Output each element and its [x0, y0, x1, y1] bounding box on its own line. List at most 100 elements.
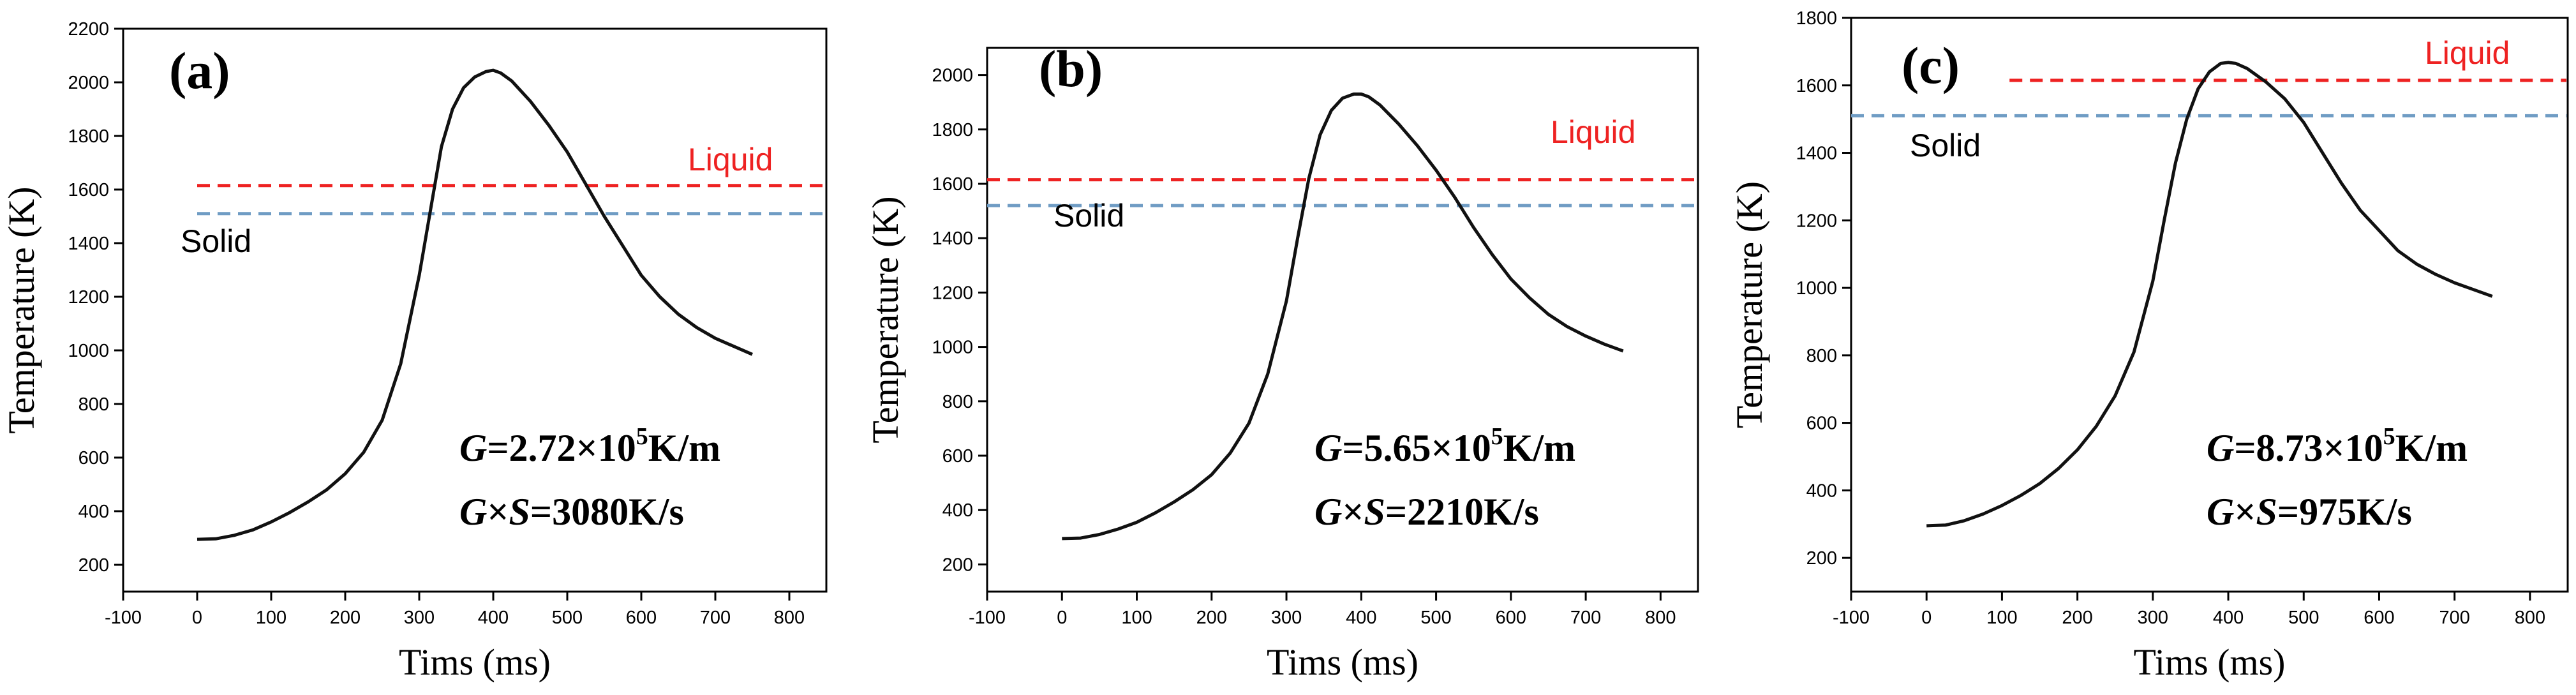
y-tick-label: 2200 — [68, 19, 109, 40]
y-tick-label: 2000 — [932, 66, 973, 86]
y-tick-label: 600 — [1806, 414, 1837, 434]
x-tick-label: 200 — [330, 608, 361, 628]
y-tick-label: 800 — [78, 394, 109, 415]
x-tick-label: 300 — [404, 608, 435, 628]
plot-frame — [986, 47, 1699, 593]
gradient-annotation: G=8.73×105K/m — [2207, 423, 2468, 469]
g-unit: K/m — [2395, 427, 2468, 469]
x-tick-label: 700 — [1570, 608, 1601, 628]
gs-g-symbol: G — [459, 491, 487, 533]
y-tick-label: 600 — [78, 448, 109, 468]
g-exponent: 5 — [2383, 423, 2395, 450]
g-unit: K/m — [1503, 427, 1575, 469]
y-tick-label: 1800 — [1796, 8, 1837, 29]
y-tick-label: 1400 — [68, 234, 109, 254]
gs-value: =2210K/s — [1385, 491, 1539, 533]
x-tick-label: 400 — [1346, 608, 1376, 628]
x-tick-label: 100 — [1986, 608, 2017, 628]
panel-2: -100 0 100 200 300 400 500 600 700 800 200 400 600 80… — [865, 40, 1699, 683]
y-tick-label: 1200 — [1796, 211, 1837, 231]
y-tick-label: 200 — [942, 555, 973, 575]
gs-g-symbol: G — [2207, 491, 2234, 533]
g-value: =2.72×10 — [487, 427, 636, 469]
panel-label: (c) — [1902, 36, 1960, 94]
x-tick-label: 0 — [1921, 608, 1932, 628]
x-axis-title: Tims (ms) — [2133, 641, 2285, 683]
g-value: =5.65×10 — [1342, 427, 1491, 469]
temperature-curve — [197, 68, 753, 541]
g-unit: K/m — [648, 427, 720, 469]
x-tick-label: 200 — [1196, 608, 1227, 628]
x-tick-label: 600 — [2364, 608, 2394, 628]
x-tick-label: 500 — [2288, 608, 2319, 628]
g-value: =8.73×10 — [2234, 427, 2383, 469]
y-tick-label: 200 — [1806, 548, 1837, 569]
y-tick-label: 400 — [942, 500, 973, 521]
x-tick-label: 800 — [1645, 608, 1676, 628]
cooling-rate-annotation: G×S=975K/s — [2207, 491, 2412, 533]
y-tick-label: 1000 — [1796, 278, 1837, 299]
x-tick-label: 500 — [552, 608, 583, 628]
x-tick-label: 400 — [478, 608, 509, 628]
gs-times: × — [487, 491, 509, 533]
x-tick-label: 300 — [1271, 608, 1302, 628]
liquid-label: Liquid — [2425, 35, 2510, 71]
x-tick-label: -100 — [1833, 608, 1870, 628]
y-tick-label: 400 — [78, 502, 109, 522]
solid-label: Solid — [1053, 198, 1124, 234]
y-tick-label: 1000 — [68, 341, 109, 361]
x-tick-label: 700 — [700, 608, 731, 628]
gradient-annotation: G=5.65×105K/m — [1314, 423, 1575, 469]
gs-s-symbol: S — [509, 491, 530, 533]
liquid-label: Liquid — [688, 142, 773, 177]
plot-frame — [122, 27, 828, 593]
x-tick-label: 200 — [2062, 608, 2092, 628]
y-tick-label: 800 — [1806, 346, 1837, 366]
y-tick-label: 400 — [1806, 481, 1837, 501]
y-tick-label: 2000 — [68, 73, 109, 93]
x-axis-title: Tims (ms) — [1267, 641, 1418, 683]
panel-label: (b) — [1039, 40, 1103, 98]
y-tick-label: 600 — [942, 446, 973, 467]
liquid-label: Liquid — [1551, 114, 1635, 150]
gs-value: =3080K/s — [530, 491, 684, 533]
gs-g-symbol: G — [1314, 491, 1342, 533]
panel-3: -100 0 100 200 300 400 500 600 700 800 200 400 600 80… — [1729, 8, 2569, 683]
y-tick-label: 1600 — [1796, 76, 1837, 96]
gs-s-symbol: S — [1364, 491, 1385, 533]
panel-label: (a) — [169, 41, 230, 100]
gs-value: =975K/s — [2277, 491, 2412, 533]
x-tick-label: 600 — [626, 608, 657, 628]
y-tick-label: 800 — [942, 392, 973, 412]
x-tick-label: 0 — [1057, 608, 1067, 628]
cooling-rate-annotation: G×S=3080K/s — [459, 491, 684, 533]
y-tick-label: 1400 — [1796, 144, 1837, 164]
g-symbol: G — [459, 427, 487, 469]
x-tick-label: 100 — [1121, 608, 1152, 628]
x-tick-label: 300 — [2138, 608, 2168, 628]
g-symbol: G — [2207, 427, 2234, 469]
y-tick-label: 1400 — [932, 228, 973, 249]
y-axis-title: Temperature (K) — [1, 186, 42, 433]
x-tick-label: 400 — [2213, 608, 2244, 628]
y-tick-label: 1200 — [68, 287, 109, 308]
gradient-annotation: G=2.72×105K/m — [459, 423, 720, 469]
x-tick-label: 600 — [1496, 608, 1526, 628]
y-tick-label: 1800 — [932, 120, 973, 140]
x-axis-title: Tims (ms) — [399, 641, 551, 683]
temperature-curve — [1926, 61, 2493, 528]
x-tick-label: 800 — [774, 608, 805, 628]
y-tick-label: 1600 — [932, 174, 973, 195]
x-tick-label: -100 — [969, 608, 1006, 628]
x-tick-label: -100 — [105, 608, 142, 628]
g-exponent: 5 — [636, 423, 648, 450]
x-tick-label: 100 — [256, 608, 287, 628]
y-tick-label: 1800 — [68, 126, 109, 147]
y-axis-title: Temperature (K) — [1729, 181, 1770, 428]
g-exponent: 5 — [1491, 423, 1503, 450]
x-tick-label: 500 — [1420, 608, 1451, 628]
gs-times: × — [2234, 491, 2256, 533]
y-tick-label: 1200 — [932, 283, 973, 303]
x-tick-label: 700 — [2439, 608, 2469, 628]
solid-label: Solid — [1910, 128, 1981, 163]
